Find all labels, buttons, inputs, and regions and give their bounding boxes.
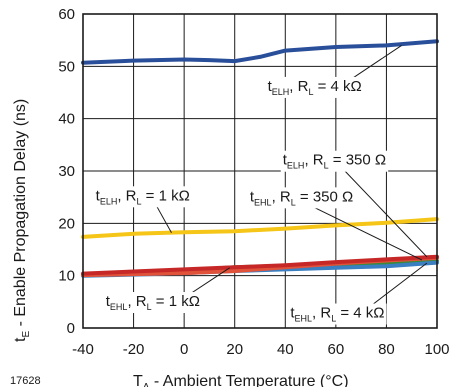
annotation-sub2: L	[308, 87, 313, 97]
annotation-label: tEHL, RL = 1 kΩ	[106, 293, 200, 312]
annotation-mid: , R	[312, 305, 331, 322]
x-tick-label: 60	[328, 341, 345, 358]
annotation-base: t	[96, 187, 101, 204]
x-tick-label: 80	[378, 341, 395, 358]
annotation-leader	[155, 204, 172, 233]
annotation-rest: = 1 kΩ	[152, 293, 200, 310]
annotation-base: t	[106, 293, 111, 310]
x-tick-label: -40	[72, 341, 94, 358]
y-tick-label: 40	[58, 111, 75, 128]
annotation-mid: , R	[304, 152, 323, 169]
y-tick-label: 10	[58, 268, 75, 285]
annotation-background	[247, 187, 356, 209]
annotation-sub2: L	[291, 197, 296, 207]
annotation-base: t	[283, 152, 288, 169]
y-axis-title: tE - Enable Propagation Delay (ns)	[12, 99, 32, 342]
y-tick-label: 20	[58, 215, 75, 232]
annotation-background	[93, 186, 192, 208]
annotation-background	[280, 150, 389, 172]
x-tick-label: 20	[226, 341, 243, 358]
x-tick-label: 100	[424, 341, 449, 358]
x-tick-label: 40	[277, 341, 294, 358]
annotation-sub: ELH	[287, 161, 305, 171]
y-axis-title-sub: E	[21, 331, 32, 338]
annotation-sub2: L	[147, 302, 152, 312]
annotation-background	[288, 303, 387, 325]
annotation-leader	[309, 204, 423, 261]
series-group	[81, 39, 439, 278]
plot-frame	[82, 13, 438, 329]
series-line	[81, 254, 439, 276]
annotation-mid: , R	[289, 78, 308, 95]
annotation-sub2: L	[324, 161, 329, 171]
grid	[83, 14, 437, 328]
annotation-base: t	[268, 78, 273, 95]
y-tick-label: 0	[67, 320, 75, 337]
figure-number: 17628	[10, 375, 41, 387]
annotation-label: tEHL, RL = 350 Ω	[250, 188, 353, 207]
annotation-background	[103, 292, 202, 314]
annotation-rest: = 4 kΩ	[313, 78, 361, 95]
annotation-sub2: L	[137, 196, 142, 206]
x-axis-title: TA - Ambient Temperature (°C)	[133, 373, 349, 387]
series-line	[81, 39, 439, 65]
annotation-mid: , R	[272, 188, 291, 205]
annotation-label: tEHL, RL = 4 kΩ	[290, 305, 384, 324]
annotation-label: tELH, RL = 1 kΩ	[96, 187, 190, 206]
annotation-sub: EHL	[254, 197, 272, 207]
y-tick-labels: 0 10 20 30 40 50 60	[58, 6, 75, 337]
y-tick-label: 60	[58, 6, 75, 23]
y-axis-title-base: t	[12, 337, 29, 342]
x-axis-title-rest: - Ambient Temperature (°C)	[149, 373, 348, 387]
annotation-sub2: L	[331, 314, 336, 324]
annotation-base: t	[290, 305, 295, 322]
annotation-sub: ELH	[272, 87, 290, 97]
y-axis-title-rest: - Enable Propagation Delay (ns)	[12, 99, 29, 331]
annotation-rest: = 350 Ω	[296, 188, 354, 205]
annotation-rest: = 4 kΩ	[336, 305, 384, 322]
x-tick-label: -20	[123, 341, 145, 358]
annotation-base: t	[250, 188, 255, 205]
annotation-label: tELH, RL = 4 kΩ	[268, 78, 362, 97]
annotation-rest: = 1 kΩ	[142, 187, 190, 204]
annotation-sub: ELH	[100, 196, 118, 206]
y-tick-label: 50	[58, 58, 75, 75]
x-axis-title-base: T	[133, 373, 143, 387]
annotation-mid: , R	[127, 293, 146, 310]
x-axis-title-sub: A	[143, 382, 150, 387]
annotation-sub: EHL	[110, 302, 128, 312]
annotation-label: tELH, RL = 350 Ω	[283, 152, 386, 171]
annotation-sub: EHL	[295, 314, 313, 324]
annotation-rest: = 350 Ω	[329, 152, 387, 169]
x-tick-labels: -40 -20 0 20 40 60 80 100	[72, 341, 449, 358]
annotation-mid: , R	[117, 187, 136, 204]
y-tick-label: 30	[58, 163, 75, 180]
annotation-leader	[342, 168, 428, 258]
x-tick-label: 0	[180, 341, 188, 358]
series-line	[81, 217, 439, 239]
annotation-background	[265, 76, 364, 98]
